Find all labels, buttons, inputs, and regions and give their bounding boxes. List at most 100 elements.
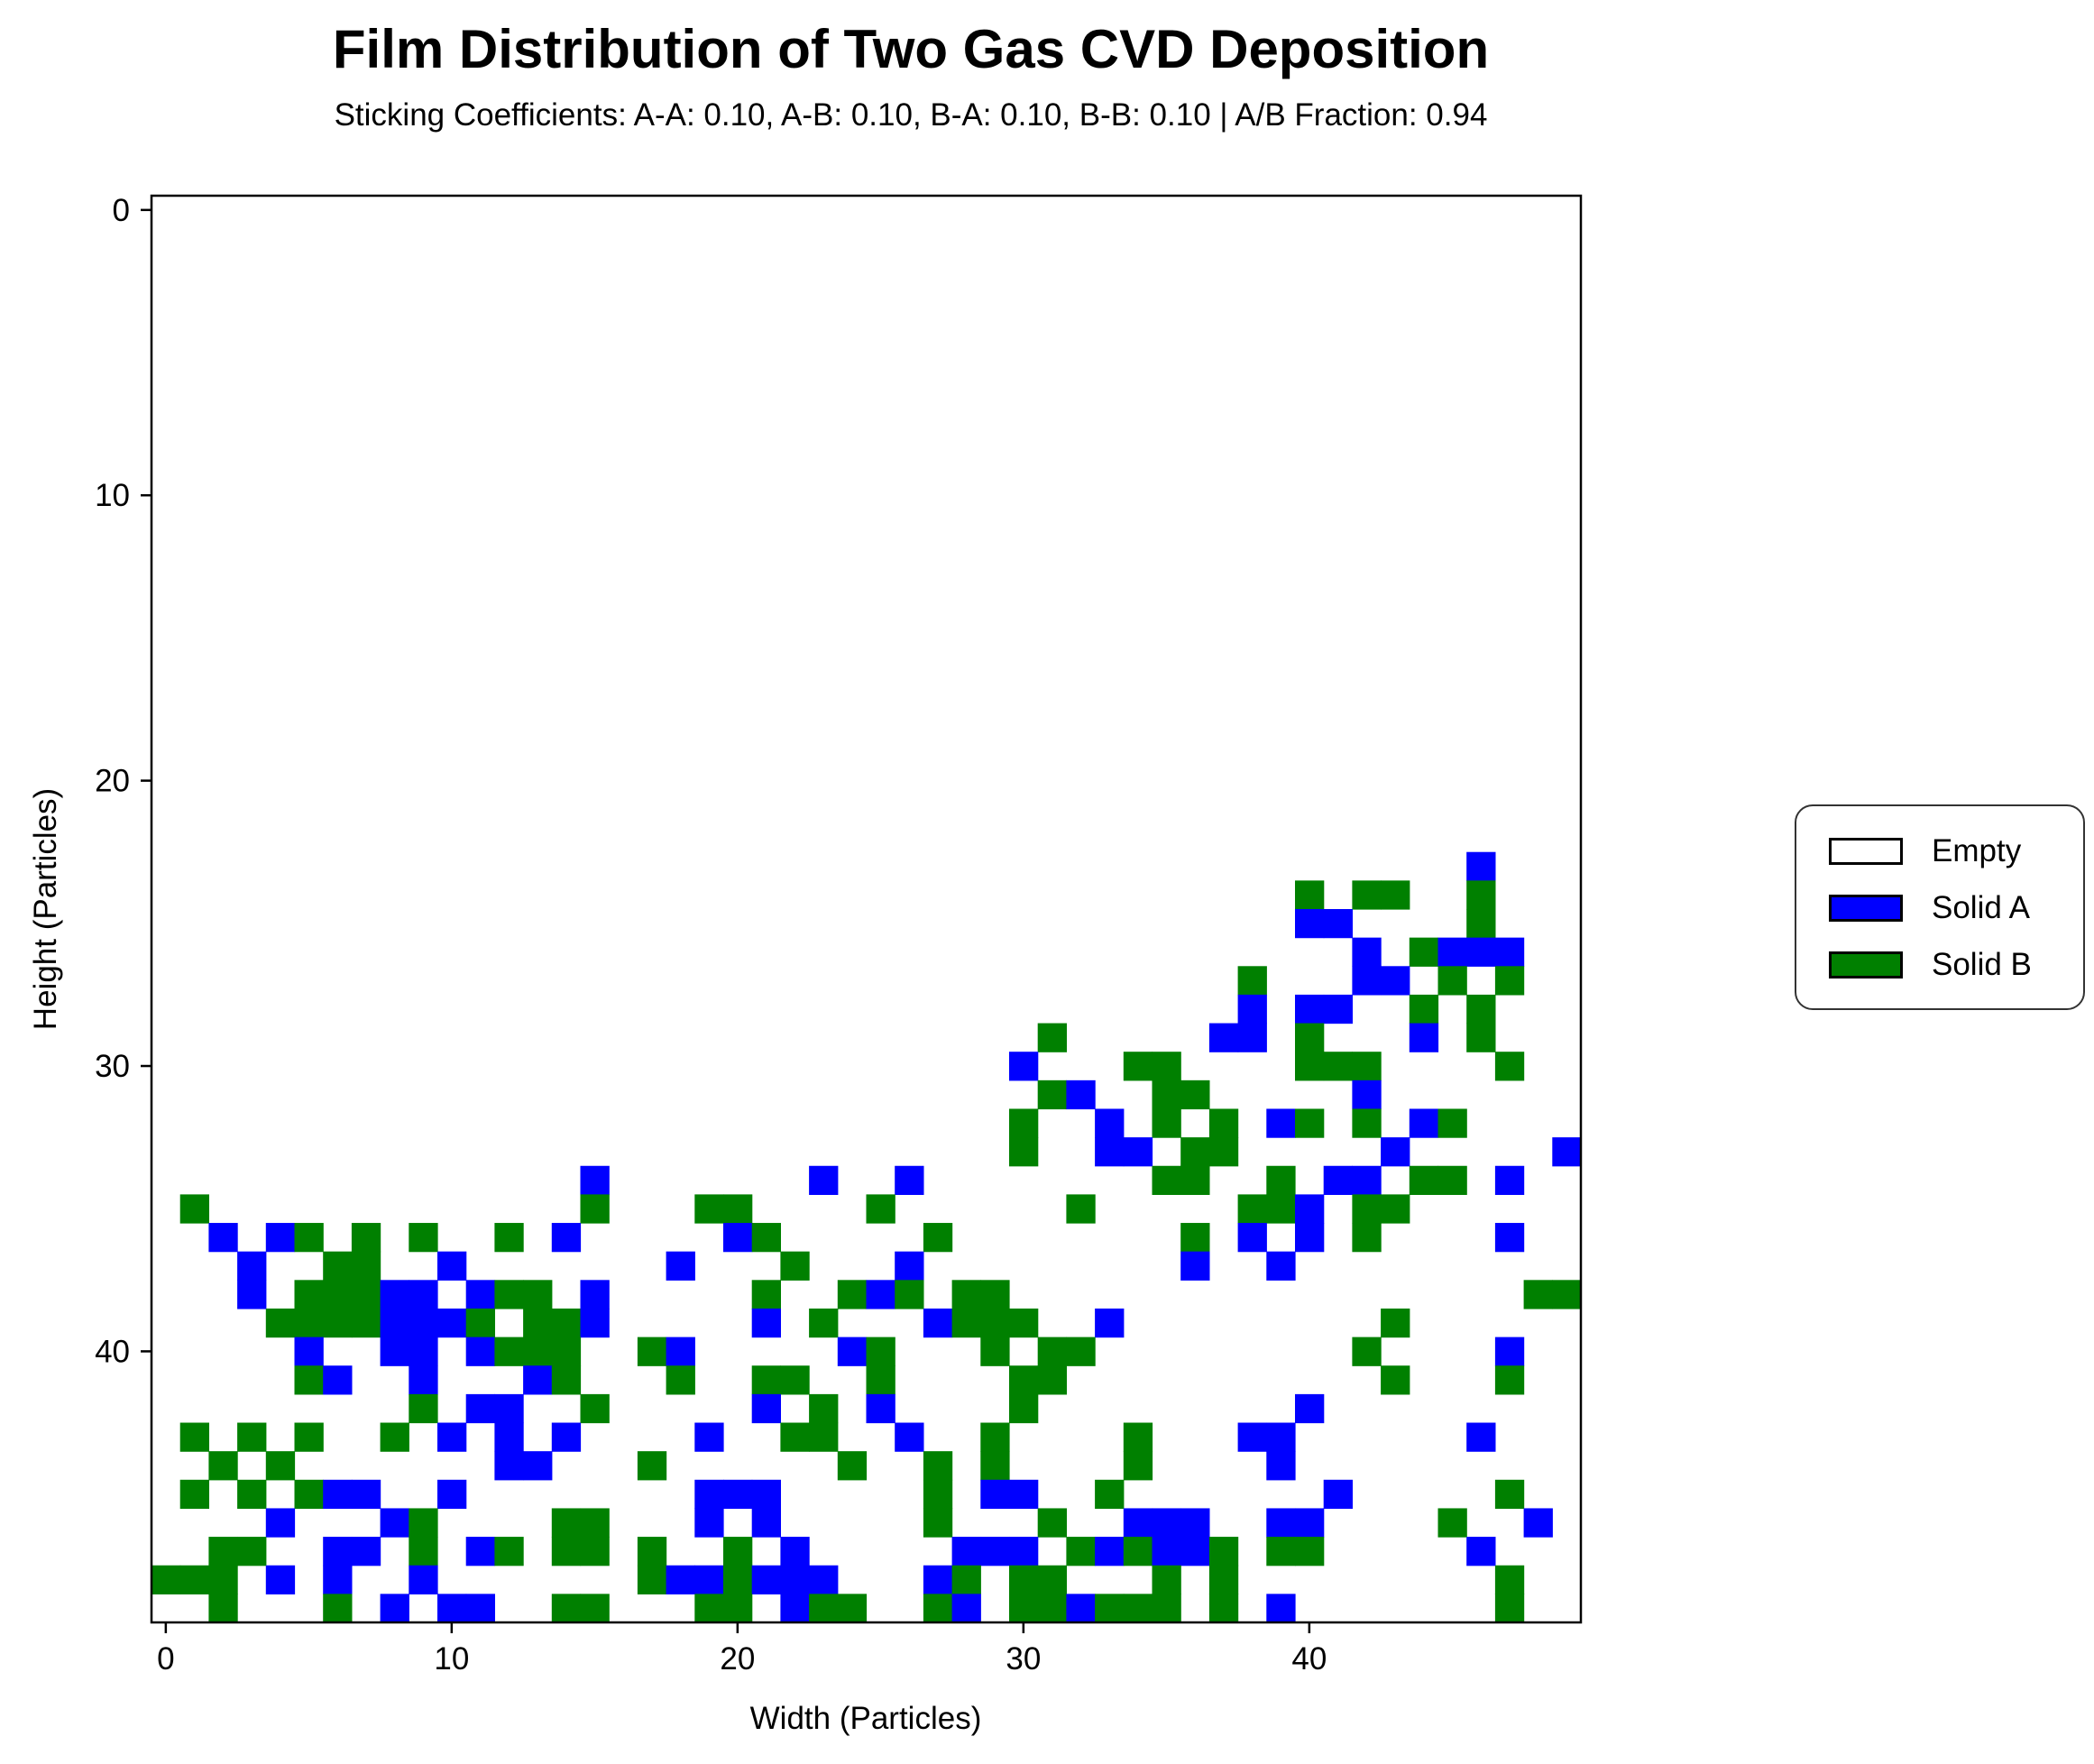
y-tick-label: 10	[95, 478, 130, 513]
cell-solid-a	[1237, 1223, 1267, 1253]
cell-solid-a	[980, 1479, 1010, 1510]
cell-solid-a	[1266, 1251, 1296, 1281]
cell-solid-b	[580, 1508, 610, 1538]
cell-solid-a	[409, 1365, 438, 1395]
cell-solid-b	[1409, 1165, 1439, 1195]
cell-solid-b	[1323, 1052, 1353, 1081]
cell-solid-a	[1381, 966, 1410, 996]
cell-solid-b	[1437, 1508, 1467, 1538]
cell-solid-b	[1180, 1223, 1210, 1253]
cell-solid-b	[1066, 1337, 1096, 1366]
cell-solid-b	[1494, 1565, 1525, 1594]
cell-solid-a	[523, 1451, 553, 1481]
cell-solid-a	[866, 1280, 895, 1309]
cell-solid-b	[751, 1365, 781, 1395]
cell-solid-b	[294, 1280, 324, 1309]
cell-solid-a	[1352, 966, 1382, 996]
cell-solid-b	[637, 1565, 667, 1594]
cell-solid-a	[666, 1251, 695, 1281]
y-tick-label: 30	[95, 1049, 130, 1084]
cell-solid-b	[208, 1537, 238, 1566]
cell-solid-a	[465, 1280, 495, 1309]
cell-solid-a	[323, 1565, 353, 1594]
cell-solid-a	[980, 1537, 1010, 1566]
cell-solid-b	[1123, 1422, 1153, 1452]
cell-solid-a	[809, 1565, 839, 1594]
cell-solid-a	[1352, 1165, 1382, 1195]
cell-solid-a	[351, 1479, 381, 1510]
cell-solid-a	[1409, 1023, 1439, 1052]
cell-solid-b	[780, 1422, 810, 1452]
cell-solid-b	[351, 1280, 381, 1309]
cell-solid-b	[580, 1194, 610, 1224]
cell-solid-b	[1237, 1194, 1267, 1224]
cell-solid-a	[1266, 1451, 1296, 1481]
cell-solid-b	[1152, 1108, 1181, 1138]
cell-solid-a	[723, 1223, 753, 1253]
cell-solid-b	[294, 1223, 324, 1253]
cell-solid-a	[1323, 1479, 1353, 1510]
cell-solid-a	[1494, 1337, 1525, 1366]
cell-solid-a	[380, 1308, 409, 1338]
cell-solid-b	[551, 1594, 582, 1623]
legend-item-solid-a: Solid A	[1829, 890, 2030, 926]
cell-solid-a	[1295, 1194, 1325, 1224]
cell-solid-b	[980, 1451, 1010, 1481]
cell-solid-a	[437, 1479, 467, 1510]
legend-label-solid-a: Solid A	[1932, 890, 2030, 925]
cell-solid-a	[723, 1479, 753, 1510]
cell-solid-a	[1352, 1080, 1382, 1110]
cell-solid-b	[494, 1337, 524, 1366]
cell-solid-a	[323, 1365, 353, 1395]
cell-solid-b	[323, 1308, 353, 1338]
cell-solid-b	[323, 1280, 353, 1309]
cell-solid-a	[1466, 1537, 1496, 1566]
cell-solid-b	[1352, 1052, 1382, 1081]
cell-solid-b	[809, 1594, 839, 1623]
cell-solid-b	[265, 1308, 296, 1338]
cell-solid-a	[465, 1393, 495, 1424]
cell-solid-b	[809, 1308, 839, 1338]
cell-solid-b	[1266, 1537, 1296, 1566]
legend-label-empty: Empty	[1932, 833, 2022, 868]
legend-item-solid-b: Solid B	[1829, 947, 2032, 983]
cell-solid-a	[895, 1251, 924, 1281]
cell-solid-a	[1180, 1251, 1210, 1281]
cell-solid-b	[1037, 1508, 1067, 1538]
cell-solid-b	[1208, 1594, 1239, 1623]
cell-solid-b	[1494, 1365, 1525, 1395]
cell-solid-a	[1180, 1508, 1210, 1538]
cell-solid-a	[1152, 1537, 1181, 1566]
cell-solid-a	[1295, 1223, 1325, 1253]
cell-solid-b	[1437, 1108, 1467, 1138]
cell-solid-b	[465, 1308, 495, 1338]
cell-solid-a	[380, 1508, 409, 1538]
cell-solid-a	[551, 1422, 582, 1452]
cell-solid-b	[694, 1594, 724, 1623]
cell-solid-b	[1037, 1080, 1067, 1110]
cell-solid-a	[694, 1422, 724, 1452]
cell-solid-a	[294, 1337, 324, 1366]
x-tick-label: 0	[157, 1641, 174, 1677]
cell-solid-a	[380, 1594, 409, 1623]
cell-solid-a	[1266, 1594, 1296, 1623]
cell-solid-a	[265, 1508, 296, 1538]
cell-solid-a	[1095, 1108, 1125, 1138]
cell-solid-b	[1381, 1308, 1410, 1338]
cell-solid-b	[1152, 1565, 1181, 1594]
cell-solid-a	[1494, 1223, 1525, 1253]
cell-solid-b	[237, 1537, 267, 1566]
cell-solid-a	[951, 1594, 981, 1623]
cell-solid-b	[837, 1280, 868, 1309]
cell-solid-b	[1037, 1594, 1067, 1623]
cell-solid-b	[1352, 1194, 1382, 1224]
cell-solid-a	[1409, 1108, 1439, 1138]
legend-label-solid-b: Solid B	[1932, 947, 2032, 982]
cell-solid-b	[637, 1451, 667, 1481]
cell-solid-b	[980, 1280, 1010, 1309]
cell-solid-a	[895, 1165, 924, 1195]
cell-solid-b	[923, 1451, 953, 1481]
cell-solid-b	[1352, 880, 1382, 910]
cell-solid-a	[494, 1422, 524, 1452]
cell-solid-b	[1494, 1594, 1525, 1623]
